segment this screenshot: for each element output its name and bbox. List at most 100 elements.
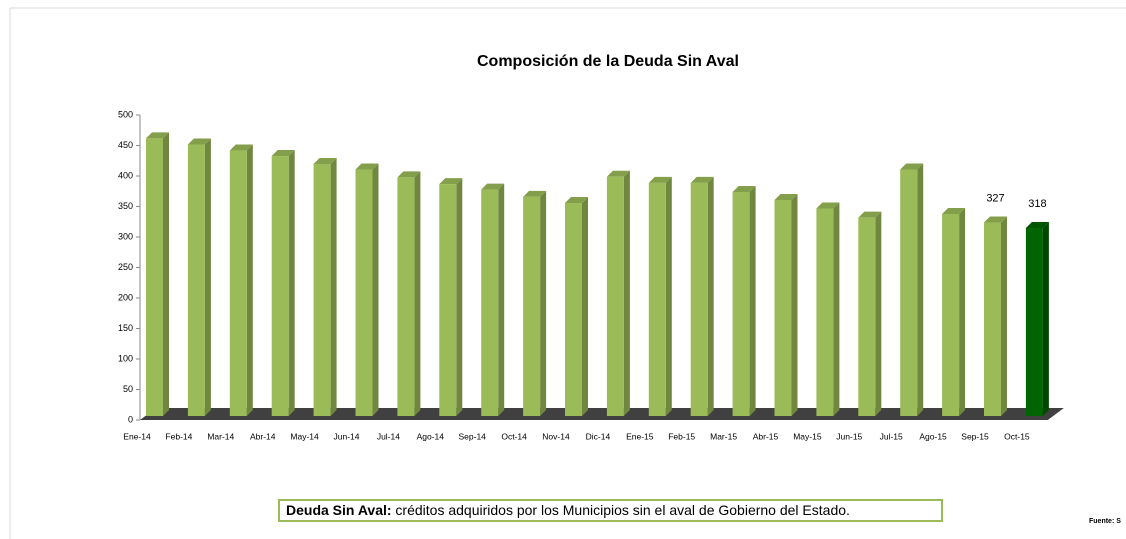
bar-top bbox=[690, 176, 714, 183]
x-tick-label: Ago-15 bbox=[919, 431, 947, 441]
bar-side bbox=[623, 170, 630, 416]
x-tick-label: Ago-14 bbox=[417, 431, 445, 441]
bar bbox=[397, 177, 415, 416]
y-tick-label: 0 bbox=[128, 414, 133, 424]
bar bbox=[313, 163, 331, 416]
bar-top bbox=[146, 132, 169, 139]
bar-top bbox=[397, 171, 421, 178]
y-tick-label: 300 bbox=[118, 231, 133, 241]
x-tick-label: Abr-15 bbox=[753, 431, 779, 441]
chart-title: Composición de la Deuda Sin Aval bbox=[477, 53, 739, 70]
note-text: créditos adquiridos por los Municipios s… bbox=[391, 502, 850, 518]
bar bbox=[355, 169, 373, 416]
bar bbox=[187, 144, 205, 416]
bar-side bbox=[288, 150, 295, 417]
bar bbox=[146, 138, 163, 416]
bar-top bbox=[271, 150, 295, 157]
x-tick-label: Ene-14 bbox=[123, 431, 151, 441]
bar bbox=[606, 176, 624, 416]
bar bbox=[439, 184, 457, 416]
bar bbox=[984, 222, 1001, 416]
bar-side bbox=[749, 186, 756, 416]
x-tick-label: Oct-15 bbox=[1004, 431, 1030, 441]
bar-top bbox=[229, 144, 253, 151]
bar-side bbox=[372, 163, 379, 416]
x-tick-label: Sep-15 bbox=[961, 431, 989, 441]
bar bbox=[732, 192, 750, 416]
x-tick-label: Ene-15 bbox=[626, 431, 654, 441]
y-tick-label: 100 bbox=[118, 353, 133, 363]
data-label: 327 bbox=[986, 192, 1004, 204]
bar-side bbox=[791, 193, 798, 416]
y-tick-label: 50 bbox=[123, 384, 133, 394]
y-tick-label: 500 bbox=[118, 109, 133, 119]
bar bbox=[271, 156, 289, 417]
bar bbox=[523, 196, 541, 416]
bar-top bbox=[313, 157, 337, 164]
bar-top bbox=[1025, 222, 1049, 229]
bar-top bbox=[648, 176, 672, 183]
y-tick-label: 150 bbox=[118, 323, 133, 333]
x-tick-label: Sep-14 bbox=[458, 431, 486, 441]
bar-top bbox=[900, 163, 924, 170]
x-tick-label: Mar-14 bbox=[207, 431, 234, 441]
bar-side bbox=[163, 132, 169, 416]
x-tick-label: Mar-15 bbox=[710, 431, 737, 441]
x-tick-label: May-15 bbox=[793, 431, 822, 441]
bar-top bbox=[523, 190, 547, 197]
source: Fuente: S bbox=[1089, 518, 1121, 525]
bar-side bbox=[959, 207, 966, 416]
bar-side bbox=[665, 176, 672, 416]
bar-top bbox=[816, 202, 840, 209]
bar-side bbox=[498, 183, 505, 416]
bar bbox=[648, 182, 666, 416]
bar bbox=[481, 189, 499, 416]
bar bbox=[690, 182, 708, 416]
bar-side bbox=[456, 178, 463, 416]
bar-top bbox=[858, 211, 882, 218]
bar-side bbox=[540, 190, 547, 416]
y-tick-label: 450 bbox=[118, 140, 133, 150]
x-tick-label: Feb-15 bbox=[668, 431, 695, 441]
bar-side bbox=[833, 202, 840, 416]
x-tick-label: Dic-14 bbox=[586, 431, 611, 441]
x-tick-label: Jun-14 bbox=[334, 431, 360, 441]
bar-side bbox=[875, 211, 882, 416]
bar-side bbox=[414, 171, 421, 416]
bar-side bbox=[246, 144, 253, 417]
note-box: Deuda Sin Aval: créditos adquiridos por … bbox=[278, 499, 943, 522]
bar-top bbox=[481, 183, 505, 190]
bar-top bbox=[942, 207, 966, 214]
y-tick-label: 200 bbox=[118, 292, 133, 302]
x-tick-label: Feb-14 bbox=[165, 431, 192, 441]
bar-top bbox=[606, 170, 630, 177]
bar bbox=[942, 213, 960, 416]
y-tick-label: 400 bbox=[118, 170, 133, 180]
note-label: Deuda Sin Aval: bbox=[286, 502, 392, 518]
bar-side bbox=[1042, 222, 1049, 416]
x-tick-label: Oct-14 bbox=[501, 431, 527, 441]
bar-side bbox=[917, 163, 924, 416]
bar-top bbox=[565, 197, 588, 204]
x-tick-label: Jun-15 bbox=[836, 431, 862, 441]
bar-side bbox=[330, 157, 337, 416]
bar-top bbox=[774, 193, 798, 200]
bar bbox=[565, 203, 582, 416]
bar bbox=[900, 169, 918, 416]
bar-top bbox=[355, 163, 379, 170]
data-label: 318 bbox=[1028, 198, 1046, 210]
bar bbox=[229, 150, 247, 417]
bar bbox=[858, 217, 876, 416]
x-tick-label: May-14 bbox=[290, 431, 319, 441]
x-tick-label: Abr-14 bbox=[250, 431, 276, 441]
bar bbox=[1025, 228, 1043, 416]
bar bbox=[816, 208, 834, 416]
x-tick-label: Nov-14 bbox=[542, 431, 570, 441]
bar bbox=[774, 199, 792, 416]
bar-top bbox=[732, 186, 756, 193]
bar-side bbox=[204, 138, 211, 416]
bar-side bbox=[707, 176, 714, 416]
bar-side bbox=[1001, 216, 1007, 416]
